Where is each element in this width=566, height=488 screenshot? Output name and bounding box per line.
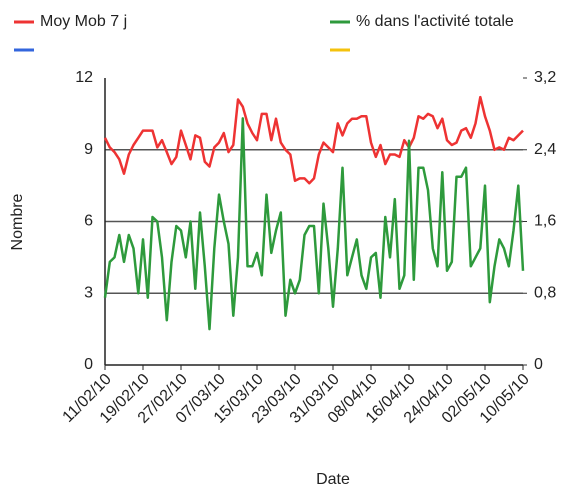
y2-tick-label: 0,8 xyxy=(534,284,556,301)
y-tick-label: 6 xyxy=(84,213,93,230)
y2-tick-label: 2,4 xyxy=(534,141,556,158)
y-tick-label: 3 xyxy=(84,284,93,301)
x-axis-title: Date xyxy=(316,471,350,488)
y2-tick-label: 1,6 xyxy=(534,213,556,230)
y-tick-label: 9 xyxy=(84,141,93,158)
y2-tick-label: 0 xyxy=(534,356,543,373)
y-axis-title: Nombre xyxy=(9,193,26,250)
y-tick-label: 12 xyxy=(75,69,93,86)
y-tick-label: 0 xyxy=(84,356,93,373)
legend-label: % dans l'activité totale xyxy=(356,13,514,30)
series-line xyxy=(103,117,525,331)
series-line xyxy=(103,95,524,185)
y2-tick-label: 3,2 xyxy=(534,69,556,86)
legend-label: Moy Mob 7 j xyxy=(40,13,127,30)
